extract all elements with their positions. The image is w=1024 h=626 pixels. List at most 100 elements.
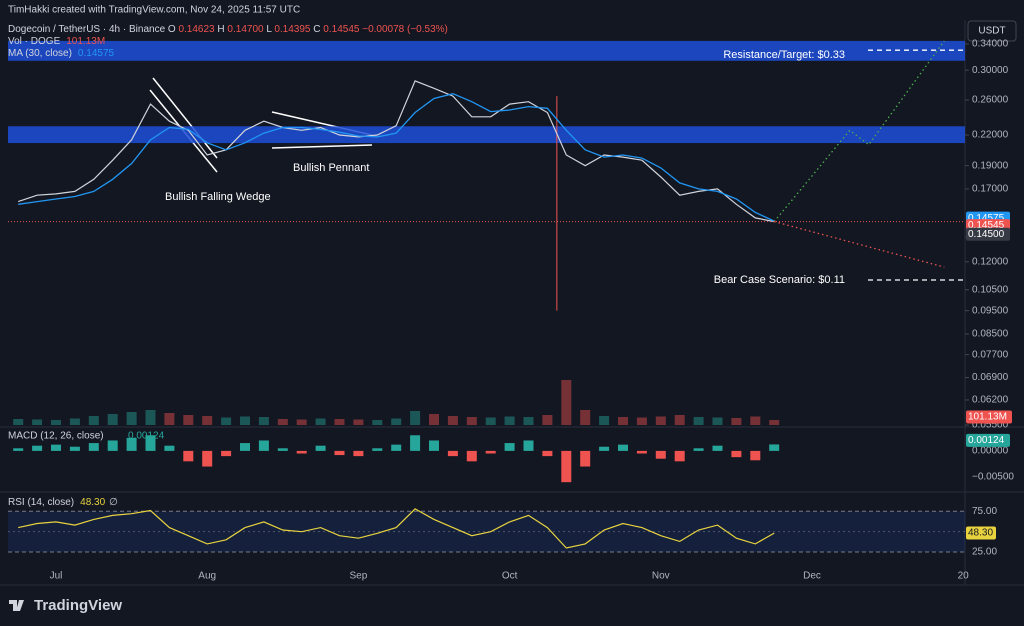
- macd-bar: [277, 448, 288, 451]
- x-tick-label: Aug: [198, 571, 216, 582]
- volume-bar: [410, 411, 421, 425]
- zone: [8, 126, 965, 144]
- ohlc-key: C: [313, 24, 320, 35]
- volume-bar: [51, 420, 61, 425]
- level-label: Bear Case Scenario: $0.11: [714, 274, 845, 286]
- macd-bar: [51, 444, 61, 451]
- y-tick-label: 75.00: [972, 506, 997, 517]
- macd-bar: [429, 440, 439, 451]
- y-tick-label: 0.34000: [972, 39, 1009, 50]
- macd-badge-bg: [966, 433, 1010, 447]
- macd-bar: [353, 450, 364, 457]
- y-tick-label: 0.30000: [972, 65, 1009, 76]
- volume-bar: [447, 416, 458, 425]
- volume-bar: [277, 419, 288, 425]
- volume-bar: [599, 416, 610, 425]
- macd-bar: [221, 450, 232, 457]
- macd-bar: [164, 445, 175, 451]
- volume-bar: [88, 416, 99, 425]
- volume-badge: 101.13M: [968, 412, 1007, 423]
- macd-bar: [447, 450, 458, 457]
- volume-bar: [315, 418, 326, 425]
- volume-bar: [391, 418, 402, 425]
- price-badge: 0.14545: [968, 220, 1005, 231]
- volume-name: Vol · DOGE: [8, 36, 61, 47]
- pattern-label: Bullish Falling Wedge: [165, 191, 271, 203]
- ma-badge: 0.14575: [968, 213, 1005, 224]
- volume-badge-bg: [966, 410, 1012, 424]
- volume-bar: [561, 380, 572, 425]
- y-tick-label: 25.00: [972, 547, 997, 558]
- currency-button[interactable]: [967, 20, 1017, 42]
- macd-bar: [126, 437, 137, 451]
- macd-badge: 0.00124: [968, 435, 1005, 446]
- y-tick-label: 0.19000: [972, 160, 1009, 171]
- volume-bar: [353, 419, 364, 425]
- volume-bar: [258, 417, 269, 425]
- macd-bar: [13, 448, 24, 451]
- y-tick-label: 0.05500: [972, 420, 1009, 431]
- marker-badge: 0.14500: [968, 229, 1005, 240]
- volume-bar: [466, 417, 477, 425]
- zone: [8, 40, 965, 61]
- volume-bar: [126, 412, 137, 425]
- volume-bar: [183, 415, 194, 425]
- volume-legend: Vol · DOGE 101.13M: [8, 36, 105, 47]
- macd-bar: [202, 450, 213, 467]
- change: −0.00078 (−0.53%): [362, 24, 448, 35]
- ohlc-value: 0.14700: [227, 24, 264, 35]
- price-line: [18, 80, 775, 223]
- x-tick-label: Oct: [502, 571, 518, 582]
- macd-bar: [296, 450, 307, 454]
- rsi-flag: ∅: [109, 497, 118, 508]
- volume-bar: [372, 420, 383, 425]
- volume-bar: [485, 417, 496, 425]
- y-tick-label: −0.00500: [972, 472, 1014, 483]
- ma-legend: MA (30, close) 0.14575: [8, 48, 115, 59]
- macd-bar: [769, 444, 780, 451]
- x-tick-label: Jul: [50, 571, 63, 582]
- ohlc-value: 0.14623: [178, 24, 215, 35]
- x-tick-label: Sep: [350, 571, 368, 582]
- currency[interactable]: USDT: [978, 26, 1005, 37]
- ma-line: [18, 93, 775, 222]
- y-tick-label: 0.06200: [972, 395, 1009, 406]
- macd-bar: [410, 435, 421, 451]
- rsi-badge: 48.30: [968, 528, 993, 539]
- volume-bar: [693, 417, 704, 425]
- y-tick-label: 0.22000: [972, 130, 1009, 141]
- volume-bar: [221, 417, 232, 425]
- volume-value: 101.13M: [66, 36, 105, 47]
- volume-bar: [674, 415, 685, 425]
- macd-bar: [391, 444, 402, 451]
- macd-bar: [618, 444, 628, 451]
- macd-bar: [183, 450, 194, 462]
- volume-bar: [145, 410, 156, 425]
- volume-bar: [731, 418, 742, 425]
- macd-bar: [636, 450, 647, 454]
- macd-bar: [693, 448, 704, 451]
- volume-bar: [334, 419, 345, 425]
- rsi-title: RSI (14, close) 48.30 ∅: [8, 497, 118, 508]
- volume-bar: [429, 414, 439, 425]
- volume-bar: [69, 418, 80, 425]
- macd-bar: [372, 448, 383, 451]
- macd-bar: [599, 446, 610, 451]
- volume-bar: [202, 416, 213, 425]
- volume-bar: [164, 413, 175, 425]
- macd-bar: [315, 445, 326, 451]
- logo-icon: [9, 600, 24, 611]
- marker-badge-bg: [966, 227, 1010, 241]
- y-tick-label: 0.17000: [972, 184, 1009, 195]
- x-tick-label: 20: [958, 571, 970, 582]
- ohlc-key: O: [168, 24, 176, 35]
- macd-bar: [240, 443, 250, 451]
- macd-bar: [258, 440, 269, 451]
- ohlc-value: 0.14545: [323, 24, 360, 35]
- y-tick-label: 0.06900: [972, 372, 1009, 383]
- volume-bar: [618, 417, 628, 425]
- ma-name: MA (30, close): [8, 48, 72, 59]
- projection: [773, 40, 945, 223]
